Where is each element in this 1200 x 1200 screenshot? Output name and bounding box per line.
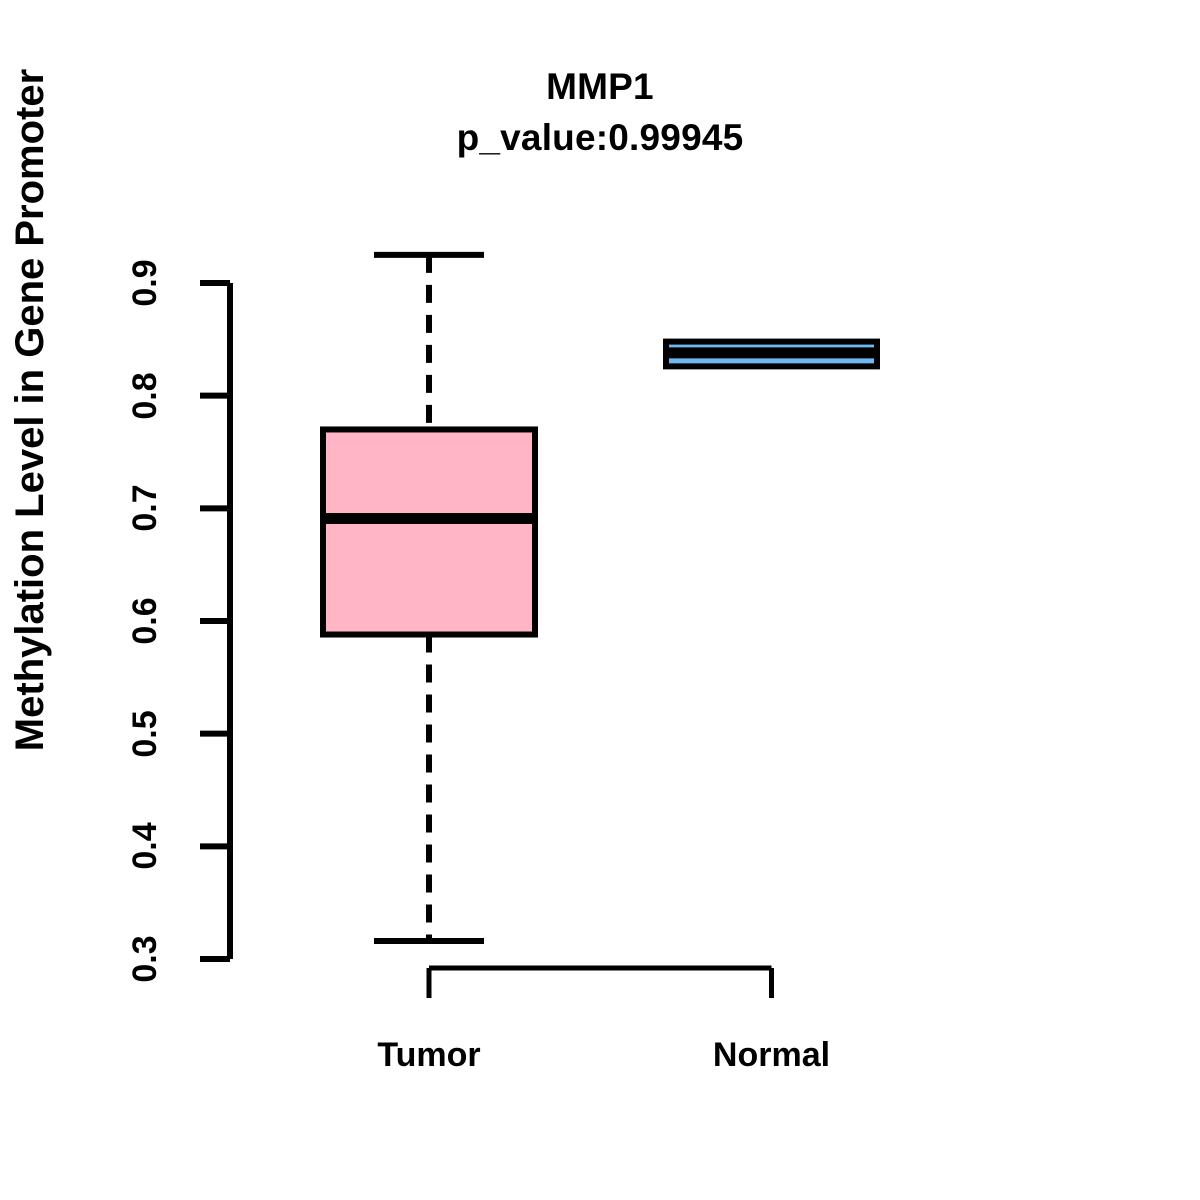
- box-tumor: [320, 251, 538, 944]
- x-axis-tick-label-normal: Normal: [712, 1036, 831, 1074]
- box-rect: [320, 426, 538, 638]
- x-axis: [426, 965, 774, 998]
- box-normal: [663, 338, 880, 370]
- box-series: [320, 251, 880, 944]
- x-axis-tick-label-tumor: Tumor: [377, 1036, 481, 1074]
- y-axis: [200, 280, 233, 962]
- chart-subtitle-pvalue: p_value:0.99945: [456, 117, 744, 158]
- page-title: MMP1: [546, 66, 654, 107]
